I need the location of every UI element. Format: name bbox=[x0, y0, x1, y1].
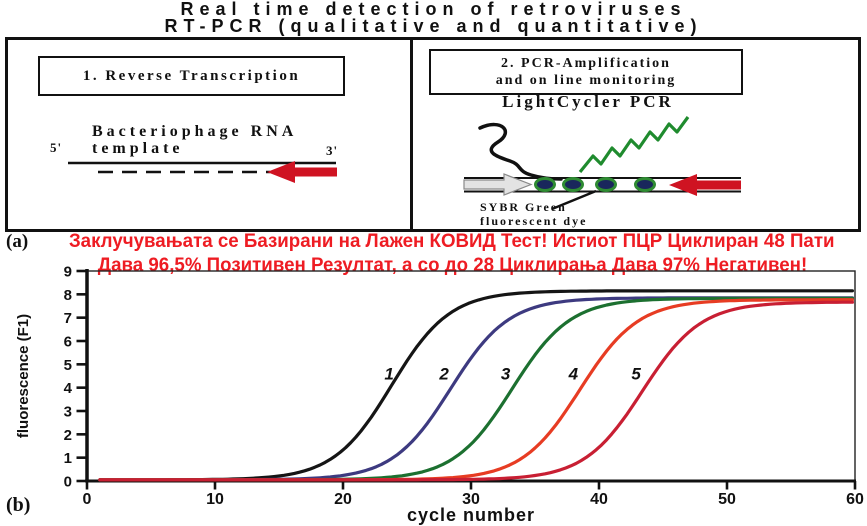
x-tick-label: 10 bbox=[206, 491, 224, 508]
caption-warning-line2: Дава 96,5% Позитивен Резултат, а со до 2… bbox=[97, 253, 807, 276]
curve-number-label-4: 4 bbox=[568, 365, 579, 384]
plot-frame bbox=[86, 270, 856, 482]
curve-number-label-1: 1 bbox=[384, 365, 393, 384]
caption-warning: Заклучувањата се Базирани на Лажен КОВИД… bbox=[38, 230, 866, 277]
figure-title-line1: Real time detection of retroviruses bbox=[180, 0, 687, 19]
pcr-amplification-header: 2. PCR-Amplification and on line monitor… bbox=[429, 49, 743, 95]
rna-template-label-line1: Bacteriophage RNA bbox=[92, 123, 298, 140]
figure-title-line2: RT-PCR (qualitative and quantitative) bbox=[164, 16, 703, 36]
y-tick-label: 1 bbox=[64, 450, 72, 467]
y-tick-label: 2 bbox=[64, 427, 72, 444]
x-tick-label: 40 bbox=[590, 491, 608, 508]
caption-warning-line1: Заклучувањата се Базирани на Лажен КОВИД… bbox=[69, 230, 835, 252]
amplification-curve-5 bbox=[98, 300, 854, 482]
panel-a-label: (a) bbox=[6, 231, 29, 252]
x-tick-label: 0 bbox=[83, 491, 92, 508]
y-tick-label: 3 bbox=[64, 404, 72, 421]
sybr-green-label-line1: SYBR Green bbox=[480, 200, 567, 214]
pcr-amplification-header-line2: and on line monitoring bbox=[495, 73, 677, 88]
y-tick-label: 4 bbox=[64, 380, 73, 397]
lightcycler-pcr-label: LightCycler PCR bbox=[502, 92, 674, 111]
amplification-curve-2 bbox=[98, 296, 854, 482]
five-prime-label: 5' bbox=[50, 140, 63, 155]
y-tick-label: 8 bbox=[64, 287, 72, 304]
rna-template-label-line2: template bbox=[92, 140, 184, 157]
panel-divider bbox=[410, 40, 413, 229]
amplification-curve-1 bbox=[98, 289, 854, 482]
y-tick-label: 5 bbox=[64, 357, 72, 374]
x-tick-label: 50 bbox=[718, 491, 736, 508]
curve-number-label-2: 2 bbox=[438, 365, 449, 384]
curve-number-label-3: 3 bbox=[501, 365, 511, 384]
y-tick-label: 7 bbox=[64, 310, 72, 327]
sybr-green-label-line2: fluorescent dye bbox=[480, 213, 588, 228]
panel-a-diagram: 1. Reverse Transcription Bacteriophage R… bbox=[5, 37, 861, 232]
x-tick-label: 20 bbox=[334, 491, 352, 508]
figure-title: Real time detection of retroviruses RT-P… bbox=[0, 0, 867, 36]
rna-template-label: Bacteriophage RNA template bbox=[92, 123, 297, 157]
x-axis-title: cycle number bbox=[407, 505, 535, 525]
reverse-transcription-header-text: 1. Reverse Transcription bbox=[82, 67, 301, 84]
sybr-green-label: SYBR Green fluorescent dye bbox=[480, 200, 588, 228]
amplification-curve-3 bbox=[98, 296, 854, 482]
x-tick-label: 30 bbox=[462, 491, 480, 508]
x-tick-label: 60 bbox=[846, 491, 864, 508]
amplification-curve-4 bbox=[98, 298, 854, 482]
y-tick-label: 6 bbox=[64, 334, 72, 351]
panel-b-label: (b) bbox=[6, 494, 31, 516]
three-prime-label: 3' bbox=[326, 143, 339, 158]
reverse-transcription-header: 1. Reverse Transcription bbox=[38, 56, 345, 96]
pcr-amplification-header-line1: 2. PCR-Amplification bbox=[501, 56, 671, 71]
y-axis-title: fluorescence (F1) bbox=[15, 314, 32, 438]
curve-number-label-5: 5 bbox=[631, 365, 641, 384]
y-tick-label: 0 bbox=[64, 474, 72, 491]
